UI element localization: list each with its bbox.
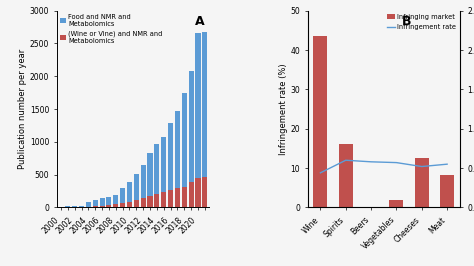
Bar — [339, 144, 353, 207]
Legend: Food and NMR and
Metabolomics, (Wine or Vine) and NMR and
Metabolomics: Food and NMR and Metabolomics, (Wine or … — [60, 14, 163, 44]
Bar — [86, 202, 91, 207]
Bar — [168, 190, 173, 207]
Bar — [100, 206, 105, 207]
Bar — [147, 153, 153, 207]
Bar — [141, 164, 146, 207]
Bar — [65, 206, 71, 207]
Bar — [155, 194, 159, 207]
Bar — [195, 178, 201, 207]
Bar — [390, 200, 403, 207]
Bar — [92, 206, 98, 207]
Bar — [189, 71, 194, 207]
Bar — [161, 137, 166, 207]
Bar — [440, 175, 454, 207]
Y-axis label: Infringement rate (%): Infringement rate (%) — [279, 63, 288, 155]
Bar — [202, 177, 208, 207]
Bar — [134, 174, 139, 207]
Bar — [195, 33, 201, 207]
Bar — [313, 36, 328, 207]
Bar — [113, 204, 118, 207]
Text: B: B — [402, 15, 411, 28]
Bar — [182, 187, 187, 207]
Bar — [415, 158, 429, 207]
Bar — [120, 203, 125, 207]
Y-axis label: Publication number per year: Publication number per year — [18, 49, 27, 169]
Bar — [168, 123, 173, 207]
Bar — [141, 198, 146, 207]
Bar — [127, 182, 132, 207]
Bar — [202, 32, 208, 207]
Text: A: A — [195, 15, 204, 28]
Bar — [155, 144, 159, 207]
Bar — [100, 198, 105, 207]
Bar — [161, 192, 166, 207]
Legend: Infringing market, Infringement rate: Infringing market, Infringement rate — [387, 14, 456, 30]
Bar — [79, 206, 84, 207]
Bar — [72, 206, 77, 207]
Bar — [106, 205, 111, 207]
Bar — [127, 202, 132, 207]
Bar — [92, 200, 98, 207]
Bar — [113, 195, 118, 207]
Bar — [175, 111, 180, 207]
Bar — [189, 182, 194, 207]
Bar — [182, 93, 187, 207]
Bar — [134, 200, 139, 207]
Bar — [120, 188, 125, 207]
Bar — [106, 197, 111, 207]
Bar — [147, 196, 153, 207]
Bar — [175, 188, 180, 207]
